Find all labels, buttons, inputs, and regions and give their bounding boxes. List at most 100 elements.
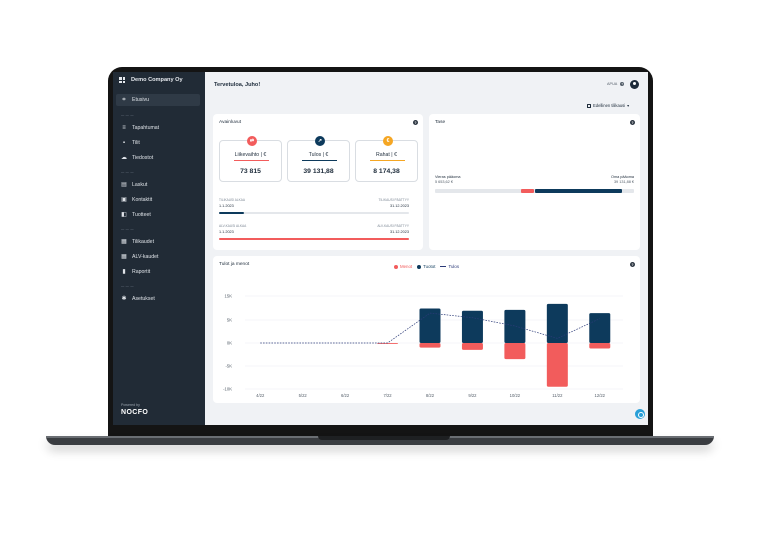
trend-up-icon: ↗	[315, 136, 325, 146]
question-icon: ?	[620, 82, 625, 86]
kpi-divider	[302, 160, 337, 161]
liabilities-label: Vieras pääoma	[435, 175, 461, 179]
legend-item-tuotot[interactable]: Tuotot	[417, 264, 435, 269]
vat-progress-fill	[219, 238, 409, 240]
chart-legend: Menot Tuotot Tulos	[213, 264, 640, 269]
legend-swatch	[417, 264, 422, 269]
kpi-value: 73 815	[240, 168, 261, 175]
x-tick-label: 11/22	[552, 393, 563, 398]
calendar-icon: ▦	[121, 254, 127, 260]
bar-tuotot	[589, 313, 611, 343]
legend-label: Menot	[399, 264, 413, 269]
sidebar-item-tuotteet[interactable]: ◧ Tuotteet	[116, 209, 200, 221]
chevron-down-icon: ▾	[627, 103, 630, 108]
invoice-icon: ▤	[121, 182, 127, 188]
y-tick-label: 5K	[227, 318, 232, 323]
kpi-result[interactable]: ↗ Tulos | € 39 131,88	[287, 136, 350, 182]
period-label: Edellinen tilikausi	[593, 103, 626, 108]
sidebar-item-tilit[interactable]: ▪ Tilit	[116, 137, 200, 149]
sidebar-item-label: Kontaktit	[132, 197, 153, 203]
euro-icon: €	[383, 136, 393, 146]
kpi-revenue[interactable]: ⇄ Liikevaihto | € 73 815	[219, 136, 282, 182]
vat-start-label: ALV-KAUSI ALKAA	[219, 224, 247, 228]
equity-label: Oma pääoma	[610, 175, 634, 179]
page-title: Tervetuloa, Juho!	[214, 82, 261, 88]
x-tick-label: 6/22	[341, 393, 350, 398]
bar-menot	[419, 343, 441, 348]
fiscal-start-label: TILIKAUSI ALKAA	[219, 198, 246, 202]
legend-label: Tulos	[448, 264, 460, 269]
product-icon: ◧	[121, 212, 127, 218]
bar-menot	[461, 343, 483, 350]
legend-label: Tuotot	[423, 264, 436, 269]
kpi-divider	[370, 160, 405, 161]
sidebar-item-tilikaudet[interactable]: ▦ Tilikaudet	[116, 236, 200, 248]
company-name: Demo Company Oy	[131, 77, 183, 83]
period-selector[interactable]: Edellinen tilikausi ▾	[587, 103, 629, 108]
bar-menot	[504, 343, 526, 360]
vat-progress-bar	[219, 238, 409, 240]
contact-icon: ▣	[121, 197, 127, 203]
sidebar-item-raportit[interactable]: ▮ Raportit	[116, 266, 200, 278]
card-title: Tulot ja menot	[219, 262, 250, 267]
sidebar-item-etusivu[interactable]: ⌗ Etusivu	[116, 94, 200, 106]
bar-menot	[589, 343, 611, 349]
card-title: Avainluvut	[219, 120, 242, 125]
bar-menot	[546, 343, 568, 387]
help-label: APUA	[607, 82, 618, 86]
help-icon[interactable]: ?	[630, 120, 635, 125]
sidebar-item-label: Tilit	[132, 140, 140, 146]
nav-section-divider: — — —	[121, 170, 134, 174]
kpi-cash[interactable]: € Rahat | € 8 174,38	[355, 136, 418, 182]
sidebar-item-asetukset[interactable]: ✱ Asetukset	[116, 293, 200, 305]
line-tulos	[260, 312, 600, 344]
company-switcher[interactable]: Demo Company Oy	[119, 77, 183, 83]
fiscal-end-date: 31.12.2023	[389, 204, 409, 208]
income-chart-card: Tulot ja menot ? Menot Tuotot Tulos 15K 5…	[213, 256, 640, 403]
y-tick-label: -5K	[225, 364, 232, 369]
vat-end-date: 31.12.2023	[389, 230, 409, 234]
chat-button[interactable]	[635, 409, 645, 419]
gear-icon: ✱	[121, 296, 127, 302]
help-button[interactable]: APUA ?	[607, 82, 625, 86]
report-icon: ▮	[122, 269, 126, 275]
sidebar-item-tapahtumat[interactable]: ≡ Tapahtumat	[116, 122, 200, 134]
x-tick-label: 7/22	[383, 393, 392, 398]
bar-tuotot	[419, 308, 441, 343]
sidebar-item-laskut[interactable]: ▤ Laskut	[116, 179, 200, 191]
laptop-base	[46, 436, 714, 445]
y-tick-label: -10K	[223, 387, 232, 392]
sidebar-item-kontaktit[interactable]: ▣ Kontaktit	[116, 194, 200, 206]
bar-tuotot	[461, 310, 483, 343]
legend-item-menot[interactable]: Menot	[393, 264, 413, 269]
calendar-icon: ▦	[121, 239, 127, 245]
x-tick-label: 10/22	[510, 393, 521, 398]
vat-start-date: 1.1.2023	[219, 230, 234, 234]
sidebar-item-label: Tiedostot	[132, 155, 154, 161]
sidebar-item-label: Raportit	[132, 269, 151, 275]
legend-item-tulos[interactable]: Tulos	[440, 264, 459, 269]
liabilities-value: 5 653,62 €	[435, 180, 453, 184]
balance-card: Tase ? Vieras pääoma 5 653,62 € Oma pääo…	[429, 114, 640, 250]
cloud-icon: ☁	[121, 155, 127, 161]
balance-bar-track	[435, 189, 634, 193]
avatar[interactable]	[630, 80, 639, 89]
kpi-label: Liikevaihto | €	[234, 152, 267, 158]
sidebar-item-label: Tapahtumat	[132, 125, 160, 131]
fiscal-progress-fill	[219, 212, 244, 214]
legend-swatch	[393, 264, 398, 269]
sidebar-item-tiedostot[interactable]: ☁ Tiedostot	[116, 152, 200, 164]
key-figures-card: Avainluvut ? ⇄ Liikevaihto | € 73 815 ↗ …	[213, 114, 423, 250]
help-icon[interactable]: ?	[630, 262, 635, 267]
book-icon: ▪	[122, 140, 126, 146]
grid-icon	[119, 77, 125, 83]
powered-by-label: Powered by	[121, 403, 140, 407]
legend-swatch	[440, 266, 447, 267]
fiscal-end-label: TILIKAUSI PÄÄTTYY	[378, 198, 409, 202]
nav-section-divider: — — —	[121, 284, 134, 288]
kpi-label: Rahat | €	[376, 152, 397, 158]
nav-section-divider: — — —	[121, 113, 134, 117]
sidebar-item-alv-kaudet[interactable]: ▦ ALV-kaudet	[116, 251, 200, 263]
brand-logo: NOCFO	[121, 409, 149, 416]
help-icon[interactable]: ?	[413, 120, 418, 125]
